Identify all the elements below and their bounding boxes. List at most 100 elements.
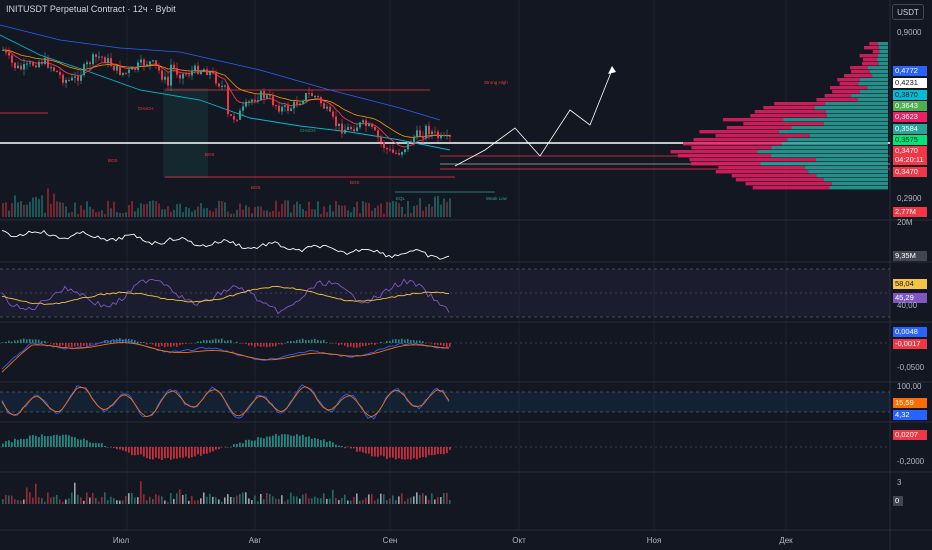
macd-hist-bar (134, 340, 136, 343)
volume-bar (263, 210, 265, 217)
bottom-bar (107, 500, 109, 504)
bottom-bar (332, 489, 334, 504)
macd-hist-bar (359, 343, 361, 348)
bottom-bar (338, 499, 340, 504)
volume-bars (2, 188, 451, 217)
candle-body (338, 123, 340, 127)
profile-bar-sell (839, 82, 859, 86)
momentum-hist-bar (389, 447, 391, 458)
bottom-bar (38, 497, 40, 504)
macd-hist-bar (320, 340, 322, 343)
macd-hist-bar (17, 340, 19, 343)
momentum-hist-bar (200, 447, 202, 456)
macd-hist-bar (35, 339, 37, 343)
grid-lines (126, 0, 787, 530)
candle-body (332, 111, 334, 117)
momentum-hist-bar (281, 434, 283, 447)
currency-button[interactable]: USDT (892, 4, 924, 20)
momentum-hist-bar (245, 439, 247, 447)
bottom-bar (47, 492, 49, 504)
momentum-hist-bar (47, 436, 49, 447)
price-badge: 0,4231 (893, 78, 927, 88)
volume-bar (320, 213, 322, 217)
profile-bar-sell (699, 130, 780, 134)
macd-hist-bar (329, 343, 331, 344)
profile-bar-sell (743, 122, 824, 126)
macd-hist-bar (395, 339, 397, 343)
candle-body (197, 65, 199, 75)
volume-bar (254, 207, 256, 217)
candle-body (2, 49, 4, 51)
macd-hist-bar (254, 343, 256, 348)
macd-hist-bar (293, 341, 295, 343)
price-badge: 0,3470 (893, 146, 927, 156)
volume-bar (74, 202, 76, 217)
bottom-bar (164, 500, 166, 504)
bottom-bar (83, 500, 85, 504)
profile-bar-buy (823, 178, 888, 182)
macd-hist-bar (305, 339, 307, 343)
time-tick-sep: Сен (382, 536, 398, 545)
bottom-bar (341, 498, 343, 504)
candle-body (185, 73, 187, 75)
profile-bar-sell (682, 142, 782, 146)
profile-bar-sell (715, 134, 810, 138)
volume-bar (128, 205, 130, 217)
candle-body (131, 67, 133, 70)
projection-path (454, 69, 613, 167)
bottom-bar (398, 496, 400, 504)
volume-bar (152, 200, 154, 217)
volume-bar (266, 210, 268, 217)
volume-bar (410, 212, 412, 217)
momentum-hist-bar (179, 447, 181, 458)
momentum-hist-bar (356, 447, 358, 452)
volume-bar (329, 204, 331, 217)
volume-bar (311, 209, 313, 217)
volume-bar (302, 209, 304, 217)
bottom-bar (104, 492, 106, 504)
macd-hist-bar (386, 340, 388, 343)
candle-body (65, 80, 67, 83)
macd-hist-bar (26, 339, 28, 343)
macd-hist-bar (131, 339, 133, 343)
macd-hist-bar (404, 339, 406, 343)
bottom-bar (5, 495, 7, 504)
volume-bar (401, 206, 403, 217)
profile-bar-sell (754, 110, 826, 114)
profile-bar-sell (735, 178, 824, 182)
candle-body (371, 123, 373, 127)
candle-body (269, 95, 271, 97)
macd-hist-bar (107, 341, 109, 343)
candle-body (320, 97, 322, 104)
bottom-bar (227, 494, 229, 504)
candle-body (26, 63, 28, 65)
symbol-title[interactable]: INITUSDT Perpetual Contract · 12ч · Bybi… (6, 4, 176, 14)
candle-body (281, 106, 283, 112)
macd-hist-bar (41, 340, 43, 343)
candle-body (161, 70, 163, 80)
bottom-bar (158, 495, 160, 504)
momentum-hist-bar (314, 438, 316, 447)
momentum-hist-bar (134, 447, 136, 456)
volume-bar (17, 202, 19, 217)
profile-bar-sell (859, 54, 878, 58)
macd-hist-bar (23, 338, 25, 343)
candle-body (254, 99, 256, 102)
momentum-hist-bar (383, 447, 385, 457)
profile-bar-sell (824, 94, 852, 98)
bottom-bar (443, 492, 445, 504)
volume-bar (65, 206, 67, 217)
candle-body (407, 141, 409, 150)
momentum-hist-bar (440, 447, 442, 455)
momentum-hist-bar (323, 439, 325, 447)
volume-bar (275, 200, 277, 217)
pane-separators[interactable] (0, 219, 932, 531)
momentum-hist-bar (311, 438, 313, 447)
volume-bar (251, 213, 253, 217)
profile-bar-buy (823, 122, 888, 126)
bottom-bar (194, 500, 196, 504)
macd-line (1, 339, 450, 370)
candle-body (380, 137, 382, 142)
volume-bar (239, 203, 241, 217)
